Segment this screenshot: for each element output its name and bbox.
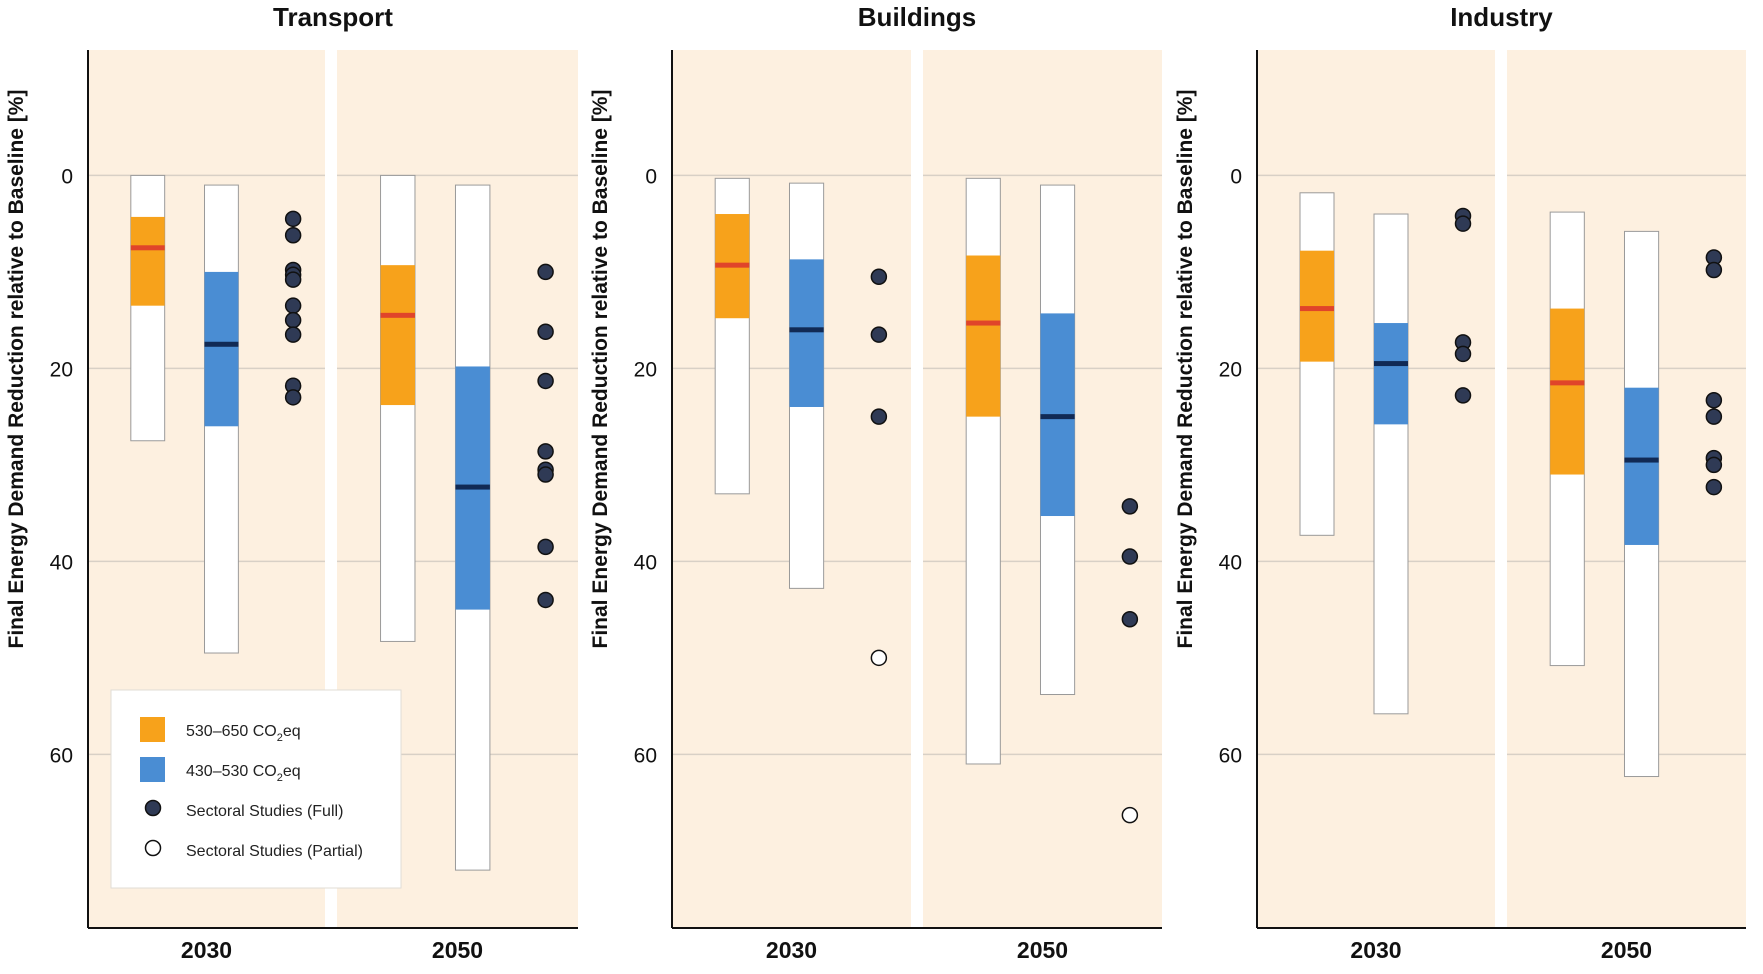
buildings-2030-cat1-median <box>715 262 750 268</box>
industry-2030-dot-full <box>1454 387 1472 404</box>
transport-2050-dot-full <box>537 538 554 556</box>
legend-label-3: Sectoral Studies (Partial) <box>186 843 363 860</box>
industry-ylabel: Final Energy Demand Reduction relative t… <box>1174 90 1197 649</box>
legend-swatch-cat1 <box>140 717 165 742</box>
legend-label-2: Sectoral Studies (Full) <box>186 803 343 820</box>
buildings-2050-dot-full <box>1121 498 1139 515</box>
legend-label-1: 430–530 CO2eq <box>186 763 301 784</box>
transport-2030-dot-full <box>284 389 302 406</box>
legend-swatch-cat2 <box>140 757 165 782</box>
transport-2030-cat1-iqr <box>130 216 165 306</box>
industry-2030-cat1-range <box>1299 192 1335 536</box>
industry-2050-dot-full <box>1705 408 1723 425</box>
industry-year-label-2030: 2030 <box>1350 937 1401 963</box>
buildings-ytick-label: 40 <box>634 551 657 574</box>
buildings-2050-dot-full <box>1121 548 1139 565</box>
industry-2050-dot-full <box>1705 478 1723 496</box>
industry-2030-cat2-range <box>1373 213 1409 715</box>
transport-2050-dot-full <box>537 323 554 340</box>
industry-2030-dot-full <box>1454 345 1472 363</box>
industry-ytick-label: 60 <box>1219 744 1242 767</box>
buildings-2050-dot-full <box>1121 611 1139 628</box>
buildings-title: Buildings <box>858 2 976 32</box>
buildings-2050-dot-partial <box>1121 806 1139 824</box>
transport-2050-dot-full <box>537 263 554 281</box>
transport-2050-cat1-median <box>380 312 415 318</box>
legend-swatch-dot_partial <box>144 839 162 857</box>
transport-ytick-label: 40 <box>50 551 73 574</box>
industry-2030-cat2-iqr <box>1374 323 1408 425</box>
transport-ytick-label: 60 <box>50 744 73 767</box>
buildings-2030-cat2-iqr <box>789 259 824 407</box>
transport-2030-cat2-median <box>204 341 239 347</box>
transport-2030-dot-full <box>284 326 302 343</box>
buildings-2030-dot-full <box>870 408 888 425</box>
industry-ytick-label: 0 <box>1230 165 1242 188</box>
buildings-2030-dot-full <box>870 326 888 343</box>
transport-2050-dot-full <box>537 443 554 460</box>
transport-2050-cat2-median <box>455 484 490 490</box>
industry-2030-cat1-median <box>1300 306 1334 312</box>
industry-ytick-label: 20 <box>1219 358 1242 381</box>
buildings-2030-dot-full <box>870 268 888 285</box>
buildings-2050-cat1-median <box>966 320 1001 326</box>
transport-2050-dot-full <box>537 372 554 390</box>
industry-2050-dot-full <box>1705 456 1723 474</box>
industry-2050-cat2-median <box>1624 457 1659 463</box>
transport-2030-cat1-range <box>130 174 166 442</box>
transport-ytick-label: 20 <box>50 358 73 381</box>
industry-2050-cat2-iqr <box>1624 387 1659 545</box>
legend-label-0: 530–650 CO2eq <box>186 723 301 744</box>
transport-ylabel: Final Energy Demand Reduction relative t… <box>5 90 28 649</box>
industry-2050-dot-full <box>1705 261 1723 279</box>
transport-2030-dot-full <box>284 210 302 228</box>
buildings-2050-cat2-median <box>1040 414 1075 420</box>
transport-2030-cat1-median <box>130 245 165 251</box>
buildings-2050-cat1-iqr <box>966 255 1001 417</box>
transport-2050-cat1-iqr <box>380 265 415 406</box>
buildings-2030-cat2-median <box>789 327 824 333</box>
industry-year-label-2050: 2050 <box>1601 937 1652 963</box>
transport-2030-dot-full <box>284 311 302 329</box>
buildings-ytick-label: 0 <box>645 165 657 188</box>
transport-2030-dot-full <box>284 297 302 314</box>
transport-year-label-2030: 2030 <box>181 937 232 963</box>
transport-2050-cat1-range <box>380 174 416 642</box>
industry-2050-cat1-iqr <box>1550 308 1585 475</box>
industry-2050-cat1-median <box>1550 380 1585 386</box>
transport-year-label-2050: 2050 <box>432 937 483 963</box>
industry-2030-dot-full <box>1454 215 1472 232</box>
industry-2050-dot-full <box>1705 391 1723 409</box>
buildings-ytick-label: 60 <box>634 744 657 767</box>
transport-ytick-label: 0 <box>61 165 73 188</box>
buildings-ytick-label: 20 <box>634 358 657 381</box>
buildings-ylabel: Final Energy Demand Reduction relative t… <box>589 90 612 649</box>
industry-title: Industry <box>1450 2 1553 32</box>
transport-2030-dot-full <box>284 271 302 288</box>
transport-2050-dot-full <box>537 591 554 609</box>
buildings-2030-dot-partial <box>870 649 888 667</box>
industry-2030-cat2-median <box>1374 361 1408 367</box>
transport-title: Transport <box>273 2 393 32</box>
industry-ytick-label: 40 <box>1219 551 1242 574</box>
transport-2050-dot-full <box>537 466 554 483</box>
transport-2030-cat2-iqr <box>204 271 239 427</box>
buildings-year-label-2030: 2030 <box>766 937 817 963</box>
legend-swatch-dot_full <box>144 799 162 817</box>
transport-2030-dot-full <box>284 226 302 244</box>
buildings-year-label-2050: 2050 <box>1017 937 1068 963</box>
